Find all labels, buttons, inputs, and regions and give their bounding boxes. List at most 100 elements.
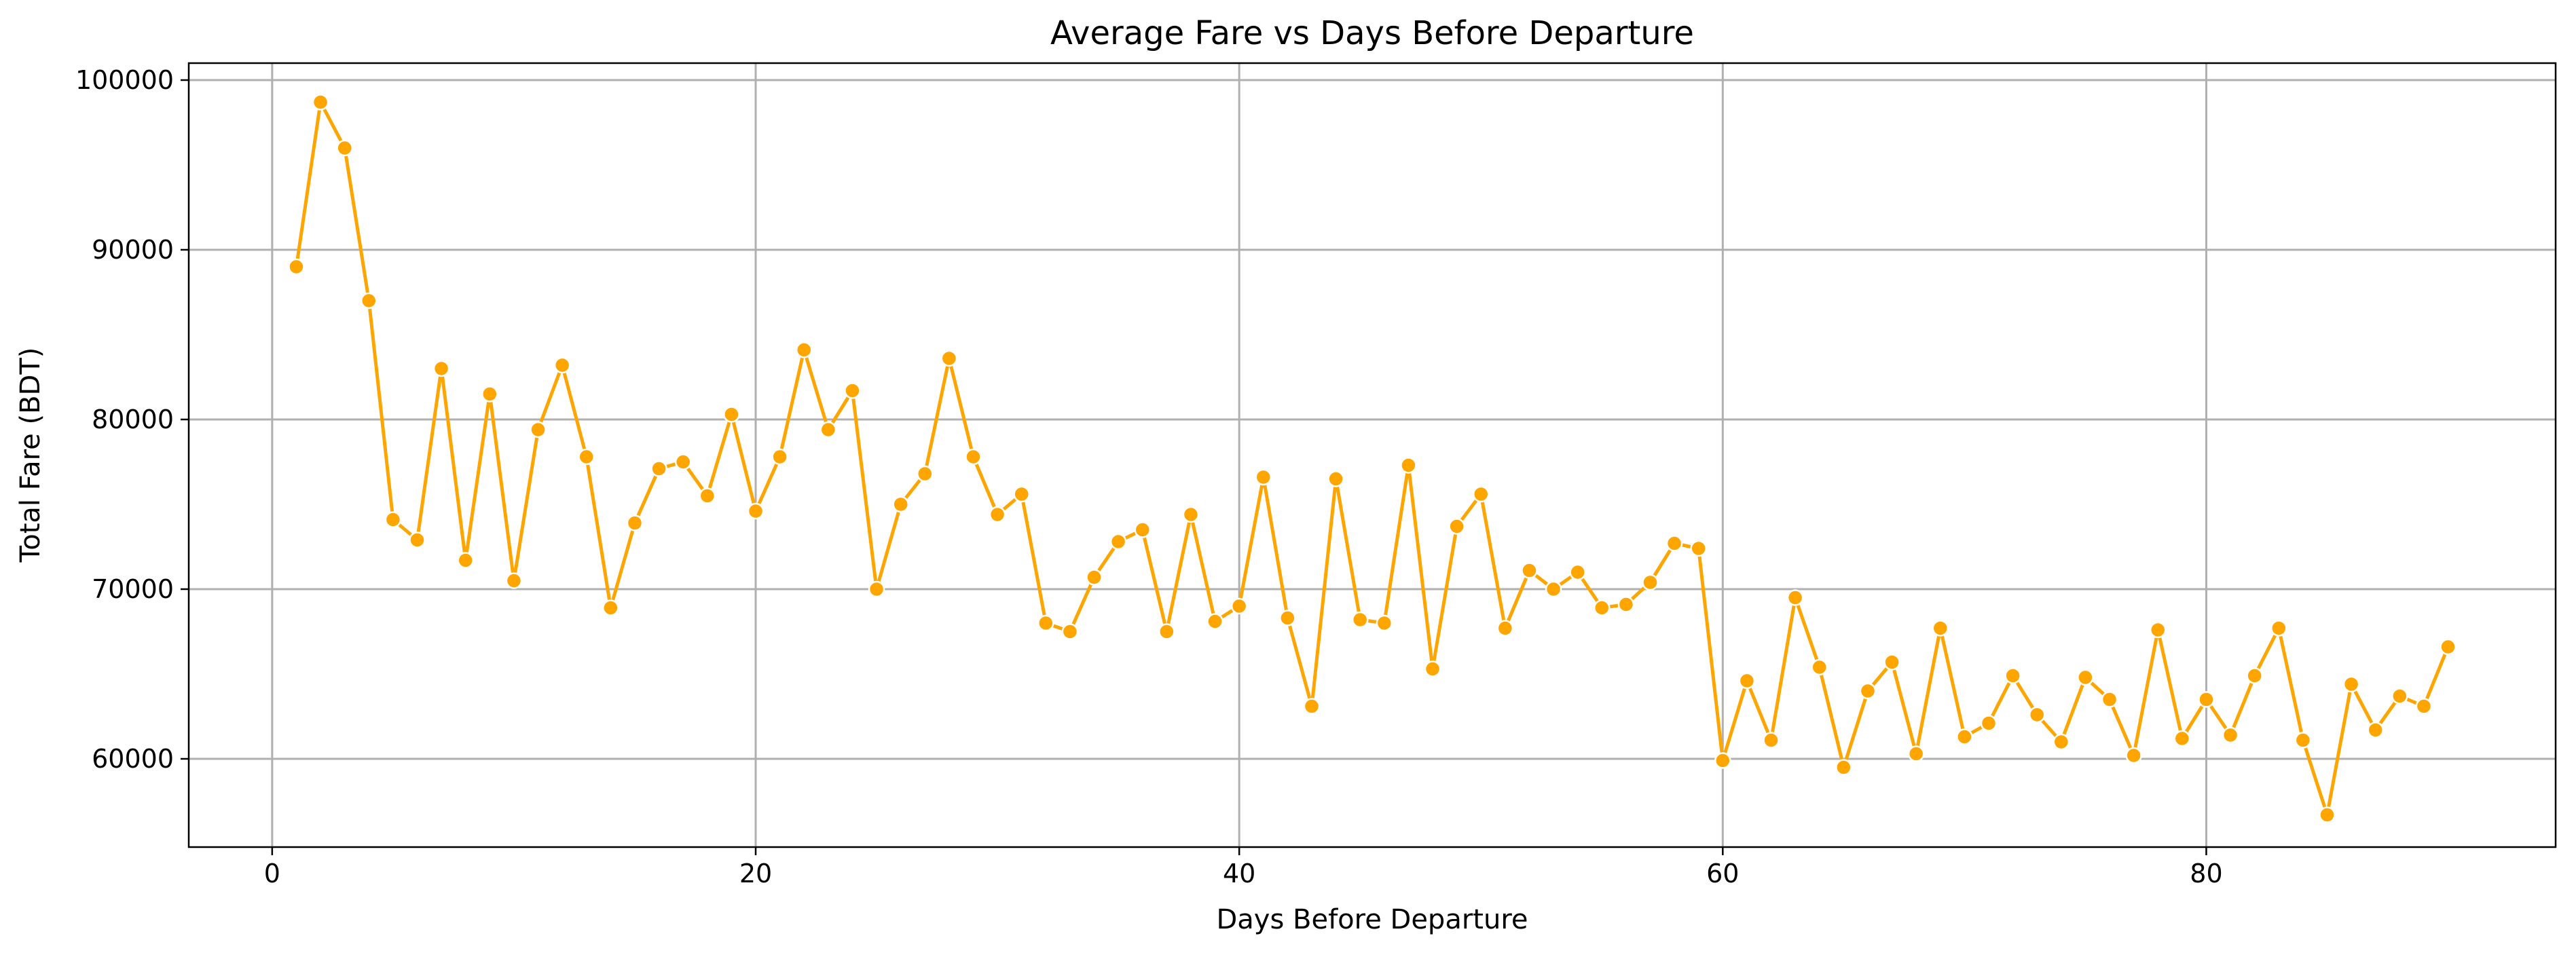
data-point (553, 356, 571, 374)
data-point (892, 495, 909, 513)
data-point (1545, 580, 1562, 598)
x-tick-label: 20 (739, 859, 772, 888)
data-point (2319, 806, 2336, 823)
data-point (650, 460, 667, 477)
data-point (1351, 611, 1369, 629)
data-point (1303, 698, 1321, 715)
fare-line (295, 100, 2450, 817)
data-point (2294, 732, 2312, 749)
data-point (2367, 722, 2384, 738)
x-tick-label: 0 (264, 859, 280, 888)
data-point (1158, 623, 1175, 640)
data-point (1327, 470, 1344, 487)
data-point (2028, 706, 2046, 724)
data-point (361, 292, 378, 310)
data-point (433, 360, 450, 377)
data-point (1907, 745, 1925, 762)
data-point (2004, 667, 2021, 684)
data-point (1230, 597, 1248, 615)
data-point (965, 448, 982, 466)
data-point (1134, 521, 1151, 538)
data-point (747, 502, 765, 520)
data-point (1013, 485, 1030, 503)
data-point (1424, 660, 1441, 677)
data-point (409, 531, 426, 548)
data-point (1980, 715, 1998, 732)
data-point (1400, 457, 1417, 474)
data-point (578, 448, 595, 466)
data-point (1738, 672, 1756, 690)
data-point (1859, 682, 1877, 700)
data-point (723, 406, 740, 423)
data-point (530, 421, 547, 438)
series-layer (288, 94, 2457, 823)
data-point (2391, 688, 2408, 705)
data-point (868, 580, 885, 598)
data-point (2101, 691, 2118, 708)
data-point (2415, 698, 2433, 715)
data-point (1811, 658, 1828, 676)
data-point (917, 465, 934, 483)
plot-frame (187, 62, 2557, 848)
data-point (1642, 574, 1659, 591)
data-point (288, 258, 305, 276)
data-point (1279, 610, 1296, 626)
tick-layer: 0 20 40 60 80 60000 70000 80000 90000 100000 (75, 65, 2223, 888)
y-tick-label: 70000 (92, 574, 174, 604)
chart-title: Average Fare vs Days Before Departure (1050, 14, 1694, 52)
y-tick-label: 90000 (92, 235, 174, 265)
data-point (626, 514, 644, 531)
data-point (1109, 533, 1127, 550)
data-point (1086, 569, 1103, 586)
data-point (1376, 614, 1393, 632)
x-tick-label: 80 (2190, 859, 2222, 888)
data-point (1521, 562, 1538, 579)
y-tick-label: 60000 (92, 744, 174, 774)
data-point (1786, 589, 1804, 606)
data-point (699, 487, 716, 504)
data-point (505, 572, 523, 589)
data-point (1594, 599, 1611, 616)
data-point (1569, 563, 1586, 581)
data-point (2246, 667, 2263, 684)
data-point (674, 453, 692, 470)
data-point (1883, 654, 1900, 671)
data-point (1835, 759, 1852, 776)
data-point (384, 511, 402, 528)
data-point (771, 448, 788, 466)
data-point (2270, 620, 2287, 637)
data-point (989, 506, 1006, 523)
data-point (1666, 535, 1683, 552)
data-point (2077, 669, 2094, 686)
data-point (1207, 613, 1223, 630)
data-point (820, 421, 837, 438)
data-point (2173, 730, 2191, 747)
data-point (2222, 726, 2239, 744)
data-point (795, 341, 813, 358)
data-point (2150, 621, 2167, 639)
x-tick-label: 60 (1706, 859, 1739, 888)
data-point (2342, 675, 2360, 693)
data-point (481, 386, 498, 402)
data-point (336, 139, 353, 157)
data-point (1932, 620, 1949, 637)
data-point (1763, 732, 1780, 749)
data-point (1690, 540, 1707, 557)
data-point (457, 552, 474, 569)
data-point (1061, 623, 1079, 640)
data-point (2440, 638, 2457, 656)
data-point (2125, 747, 2142, 764)
y-tick-label: 100000 (75, 65, 174, 95)
data-point (940, 350, 958, 367)
x-tick-label: 40 (1223, 859, 1255, 888)
data-point (1617, 596, 1635, 613)
data-point (1496, 620, 1514, 637)
x-axis-label: Days Before Departure (1216, 904, 1528, 935)
data-point (844, 382, 861, 399)
data-point (1714, 752, 1731, 769)
data-point (1472, 485, 1490, 503)
data-point (312, 94, 329, 111)
data-point (1182, 506, 1200, 523)
